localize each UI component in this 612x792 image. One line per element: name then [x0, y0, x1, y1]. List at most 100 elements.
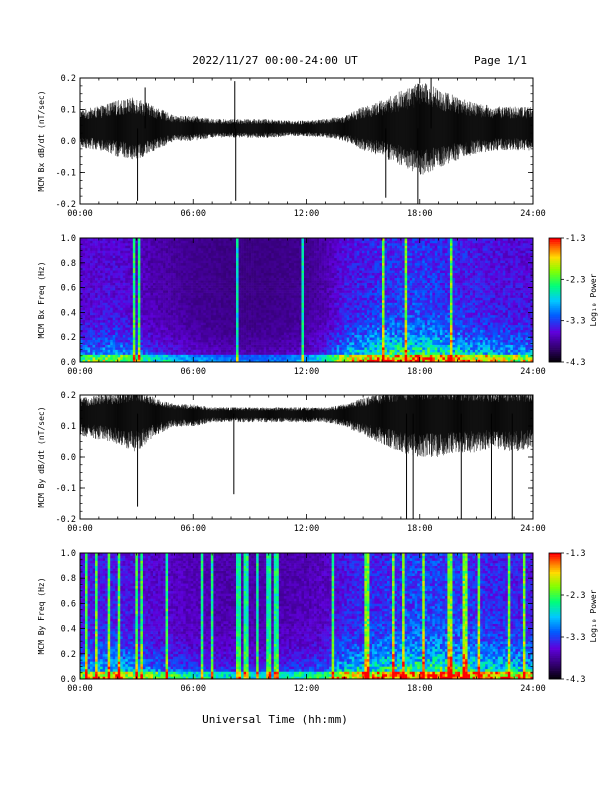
spectrogram-cell	[160, 324, 164, 328]
spectrogram-cell	[95, 344, 98, 348]
spectrogram-cell	[303, 240, 307, 244]
spectrogram-cell	[142, 282, 146, 286]
spectrogram-cell	[263, 342, 267, 345]
spectrogram-cell	[122, 242, 126, 246]
spectrogram-cell	[107, 250, 111, 254]
spectrogram-cell	[198, 342, 202, 345]
spectrogram-cell	[185, 337, 189, 340]
spectrogram-cell	[120, 359, 124, 363]
spectrogram-cell	[168, 292, 171, 296]
spectrogram-cell	[100, 324, 103, 328]
spectrogram-cell	[142, 262, 146, 266]
spectrogram-cell	[115, 270, 119, 274]
spectrogram-cell	[271, 334, 275, 338]
spectrogram-cell	[266, 357, 270, 360]
spectrogram-cell	[178, 302, 181, 306]
spectrogram-cell	[140, 245, 144, 249]
spectrogram-cell	[316, 272, 320, 276]
spectrogram-cell	[251, 267, 254, 271]
spectrogram-cell	[266, 250, 270, 254]
spectrogram-cell	[90, 354, 93, 358]
spectrogram-cell	[256, 238, 259, 241]
spectrogram-cell	[208, 349, 212, 353]
spectrogram-cell	[152, 255, 156, 259]
spectrogram-cell	[102, 352, 106, 355]
spectrogram-cell	[200, 327, 204, 331]
spectrogram-cell	[185, 250, 189, 254]
spectrogram-cell	[278, 329, 282, 333]
spectrogram-cell	[168, 352, 171, 355]
spectrogram-cell	[92, 337, 96, 340]
spectrogram-cell	[90, 265, 93, 269]
spectrogram-cell	[298, 349, 302, 353]
spectrogram-cell	[248, 304, 252, 308]
spectrogram-cell	[115, 337, 119, 340]
spectrogram-cell	[195, 287, 199, 291]
spectrogram-cell	[140, 287, 144, 291]
spectrogram-cell	[258, 277, 262, 281]
spectrogram-cell	[115, 290, 119, 293]
spectrogram-cell	[198, 252, 202, 256]
spectrogram-cell	[228, 324, 232, 328]
spectrogram-cell	[251, 359, 254, 363]
spectrogram-cell	[293, 354, 297, 358]
spectrogram-cell	[218, 322, 222, 326]
spectrogram-cell	[145, 292, 149, 296]
spectrogram-cell	[283, 240, 287, 244]
spectrogram-cell	[319, 352, 322, 355]
spectrogram-cell	[190, 352, 194, 355]
spectrogram-cell	[142, 304, 146, 308]
spectrogram-cell	[258, 332, 262, 336]
spectrogram-cell	[155, 295, 159, 298]
spectrogram-cell	[145, 290, 149, 293]
spectrogram-cell	[173, 319, 176, 323]
spectrogram-cell	[158, 272, 161, 276]
spectrogram-cell	[243, 324, 247, 328]
spectrogram-cell	[233, 347, 237, 350]
spectrogram-cell	[122, 352, 126, 355]
spectrogram-cell	[122, 277, 126, 281]
spectrogram-cell	[150, 257, 154, 261]
spectrogram-cell	[122, 327, 126, 331]
spectrogram-cell	[160, 339, 164, 343]
spectrogram-cell	[97, 344, 101, 348]
spectrogram-cell	[241, 347, 244, 350]
spectrogram-cell	[225, 295, 229, 298]
spectrogram-cell	[251, 342, 254, 345]
spectrogram-cell	[130, 252, 134, 256]
spectrogram-cell	[314, 312, 317, 316]
spectrogram-cell	[190, 317, 194, 321]
spectrogram-cell	[213, 349, 217, 353]
spectrogram-cell	[205, 332, 209, 336]
spectrogram-cell	[135, 257, 139, 261]
spectrogram-cell	[90, 247, 93, 251]
spectrogram-cell	[150, 255, 154, 259]
spectrogram-cell	[82, 354, 86, 358]
spectrogram-cell	[210, 332, 214, 336]
spectrogram-cell	[205, 329, 209, 333]
spectrogram-cell	[306, 240, 310, 244]
spectrogram-cell	[283, 332, 287, 336]
spectrogram-cell	[195, 332, 199, 336]
spectrogram-cell	[105, 347, 108, 350]
spectrogram-cell	[147, 282, 151, 286]
spectrogram-cell	[135, 270, 139, 274]
spectrogram-cell	[173, 354, 176, 358]
spectrogram-cell	[233, 285, 237, 288]
spectrogram-cell	[281, 337, 285, 340]
spectrogram-cell	[210, 322, 214, 326]
spectrogram-cell	[155, 342, 159, 345]
spectrogram-cell	[316, 300, 320, 303]
spectrogram-cell	[321, 238, 325, 241]
spectrogram-cell	[130, 277, 134, 281]
spectrogram-cell	[268, 245, 272, 249]
spectrogram-cell	[258, 354, 262, 358]
spectrogram-cell	[190, 319, 194, 323]
spectrogram-cell	[100, 265, 103, 269]
spectrogram-cell	[185, 304, 189, 308]
spectrogram-cell	[238, 295, 242, 298]
spectrogram-cell	[102, 359, 106, 363]
spectrogram-cell	[253, 307, 257, 311]
spectrogram-cell	[122, 265, 126, 269]
spectrogram-cell	[268, 314, 272, 318]
